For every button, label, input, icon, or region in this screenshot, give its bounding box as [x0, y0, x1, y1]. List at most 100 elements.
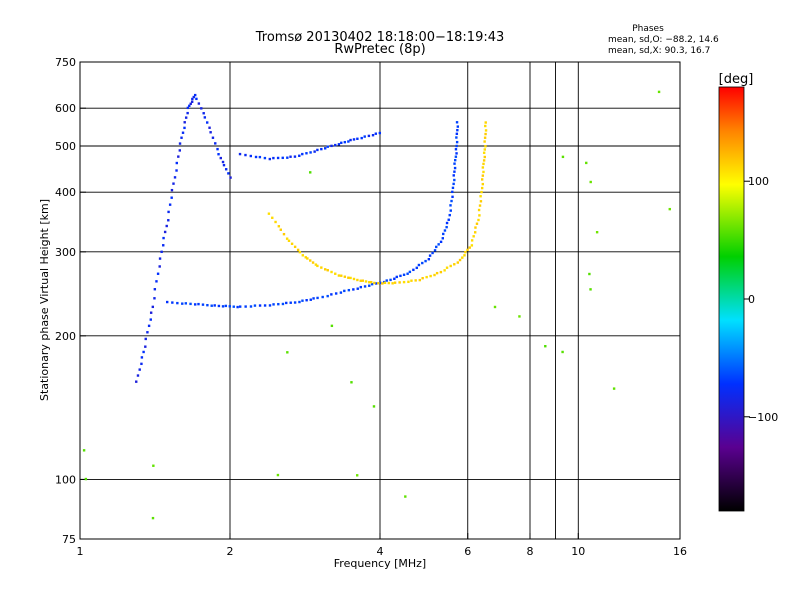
data-point: [186, 106, 190, 110]
data-point: [214, 142, 217, 145]
data-point: [452, 174, 455, 177]
data-point: [483, 136, 487, 139]
data-point: [427, 258, 431, 261]
data-point: [160, 250, 163, 254]
data-point: [425, 275, 428, 279]
data-point: [330, 324, 334, 328]
data-point: [363, 135, 366, 138]
data-point: [175, 169, 178, 172]
data-point: [82, 449, 86, 452]
data-point: [480, 178, 484, 181]
data-point: [482, 162, 485, 166]
data-point: [356, 278, 359, 282]
data-point: [421, 261, 424, 265]
data-point: [301, 254, 305, 257]
data-point: [452, 182, 455, 186]
data-point: [389, 278, 392, 282]
data-point: [253, 304, 257, 307]
colorbar-ticks: 100 0 −100: [744, 175, 778, 424]
data-point: [320, 266, 323, 269]
data-point: [450, 199, 453, 203]
data-point: [561, 155, 565, 159]
data-point: [183, 126, 186, 130]
data-point: [326, 145, 329, 148]
data-point: [286, 156, 289, 159]
data-point: [282, 232, 286, 236]
data-point: [484, 145, 487, 148]
data-point: [466, 248, 469, 252]
data-point: [352, 288, 355, 291]
data-point: [289, 301, 292, 304]
data-point: [364, 280, 368, 283]
data-point: [193, 303, 197, 306]
data-point: [183, 121, 186, 124]
data-point: [197, 102, 201, 105]
data-point: [272, 303, 275, 306]
data-point: [482, 170, 485, 174]
data-point: [449, 209, 452, 212]
data-point: [482, 151, 486, 154]
data-point: [188, 104, 191, 108]
data-point: [449, 204, 452, 207]
data-point: [449, 264, 452, 268]
data-point: [412, 268, 415, 272]
data-point: [140, 356, 144, 359]
data-point: [136, 374, 140, 377]
data-point: [455, 132, 459, 136]
data-point: [439, 240, 443, 244]
y-tick-label: 200: [55, 330, 76, 343]
data-point: [146, 331, 149, 334]
data-point: [217, 304, 221, 308]
chart-title: Tromsø 20130402 18:18:00−18:19:43: [255, 30, 505, 45]
data-point: [407, 280, 410, 284]
data-point: [340, 141, 343, 145]
data-point: [324, 268, 327, 271]
data-point: [349, 276, 352, 280]
data-point: [330, 144, 333, 148]
data-point: [483, 140, 486, 143]
data-point: [417, 263, 421, 267]
data-point: [326, 294, 329, 298]
data-point: [421, 277, 424, 280]
data-point: [477, 218, 480, 222]
data-point: [402, 280, 406, 284]
data-point: [373, 281, 376, 285]
data-point: [478, 204, 482, 207]
data-point: [589, 180, 592, 184]
data-point: [84, 477, 88, 481]
x-tick-label: 4: [377, 545, 384, 558]
data-point: [175, 161, 178, 165]
data-point: [478, 214, 481, 217]
data-point: [475, 222, 479, 225]
data-point: [381, 282, 384, 285]
data-point: [484, 124, 487, 128]
data-point: [158, 265, 161, 268]
data-point: [314, 263, 318, 266]
y-tick-label: 100: [55, 473, 76, 486]
data-point: [456, 125, 460, 128]
stats-line-o: mean, sd,O: −88.2, 14.6: [608, 35, 719, 45]
data-point: [135, 380, 138, 383]
data-point: [178, 149, 182, 152]
data-point: [236, 305, 239, 309]
data-point: [595, 230, 599, 234]
data-point: [442, 232, 445, 236]
data-point: [147, 324, 151, 328]
data-point: [343, 140, 347, 144]
data-point: [453, 178, 456, 182]
data-point: [453, 166, 457, 170]
data-point: [200, 107, 203, 110]
data-point: [213, 304, 216, 307]
data-point: [484, 129, 488, 132]
data-point: [482, 159, 486, 162]
stats-line-x: mean, sd,X: 90.3, 16.7: [608, 46, 710, 56]
data-point: [474, 226, 477, 229]
data-point: [350, 381, 353, 384]
data-point: [166, 300, 169, 304]
data-point: [281, 302, 285, 306]
data-point: [171, 301, 174, 304]
data-point: [451, 195, 454, 199]
data-point: [309, 171, 312, 174]
data-point: [238, 152, 242, 156]
